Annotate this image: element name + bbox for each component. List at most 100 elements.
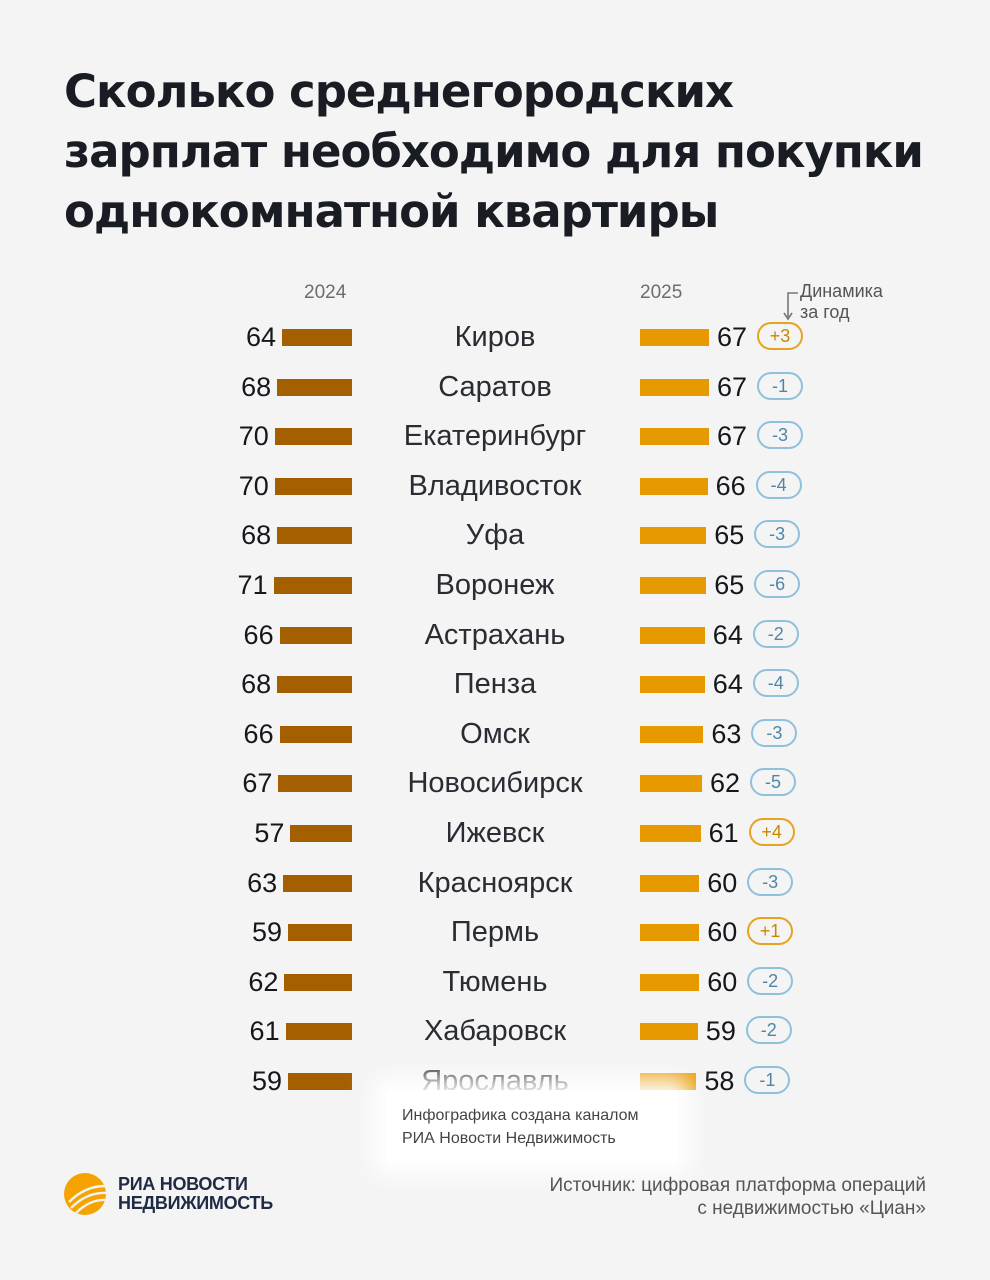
bar-2024 [278,775,352,793]
dynamics-label-line-2: за год [800,302,850,322]
bar-2025 [640,428,709,446]
value-2024: 68 [241,371,272,402]
bar-2024 [284,973,352,991]
table-row: 57 Ижевск 61 +4 [0,813,990,853]
value-2025: 65 [714,520,745,551]
value-2025: 63 [711,718,742,749]
dynamics-badge: -6 [754,570,801,598]
bar-2024 [283,874,352,892]
credit-line-2: РИА Новости Недвижимость [402,1130,616,1147]
value-2025: 61 [708,818,739,848]
value-2024: 64 [245,322,276,352]
bar-2024 [273,577,352,594]
city-label: Пермь [450,916,540,949]
title-line-1: Сколько среднегородских [64,65,734,118]
table-row: 68 Саратов 67 -1 [0,367,990,407]
dynamics-badge: -2 [752,619,799,648]
source-note: Источник: цифровая платформа операций с … [549,1174,926,1220]
source-line-2: с недвижимостью «Циан» [697,1198,926,1219]
table-row: 63 Красноярск 60 -3 [0,863,990,903]
dynamics-badge: -1 [757,371,803,400]
logo-line-1: РИА НОВОСТИ [118,1174,248,1194]
value-2025: 60 [707,917,738,948]
credit-line-1: Инфографика создана каналом [402,1107,639,1124]
bar-2025 [640,825,701,842]
table-row: 68 Уфа 65 -3 [0,515,990,555]
bar-2025 [640,676,705,694]
bar-2024 [277,527,352,545]
value-2024: 59 [251,917,282,948]
title-line-3: однокомнатной квартиры [64,185,719,238]
dynamics-badge: -2 [745,1016,792,1045]
city-label: Пенза [453,668,537,701]
city-label: Ижевск [445,817,545,849]
bar-2025 [640,874,700,892]
city-label: Хабаровск [423,1015,567,1048]
value-2024: 68 [241,669,272,700]
bar-2025 [640,527,707,545]
ria-logo-icon [64,1173,107,1215]
dynamics-badge: +1 [747,917,794,946]
year-2024-label: 2024 [304,282,347,303]
value-2025: 67 [717,322,748,352]
value-2024: 59 [251,1066,282,1096]
bar-2024 [279,626,352,644]
dynamics-badge: -3 [751,718,798,747]
year-2025-label: 2025 [640,282,683,303]
value-2024: 71 [237,570,268,600]
bar-2025 [640,973,700,991]
bar-2024 [277,378,352,396]
bar-2024 [288,924,352,942]
table-row: 71 Воронеж 65 -6 [0,565,990,605]
dynamics-badge: -3 [747,867,794,896]
value-2025: 64 [712,669,743,700]
bar-2025 [640,725,704,743]
value-2025: 67 [717,371,748,402]
value-2025: 64 [712,619,743,650]
table-row: 70 Владивосток 66 -4 [0,466,990,506]
city-label: Новосибирск [407,767,583,800]
value-2025: 60 [707,966,738,997]
value-2024: 66 [243,619,274,650]
city-label: Астрахань [424,618,566,651]
value-2024: 67 [242,768,273,799]
bar-2025 [640,1023,698,1041]
bar-2024 [288,1073,352,1090]
dynamics-arrow-icon [783,292,798,321]
bar-2024 [285,1023,352,1041]
value-2025: 65 [714,570,745,600]
city-label: Уфа [465,519,525,552]
city-label: Красноярск [417,866,573,899]
value-2024: 70 [238,421,269,452]
table-row: 70 Екатеринбург 67 -3 [0,416,990,456]
dynamics-badge: -4 [755,470,802,499]
value-2025: 62 [710,768,741,799]
bar-2024 [277,676,352,694]
value-2024: 63 [247,867,278,898]
table-row: 62 Тюмень 60 -2 [0,962,990,1002]
city-label: Екатеринбург [403,420,587,453]
city-label: Омск [460,717,530,750]
page-title: Сколько среднегородских зарплат необходи… [64,62,944,242]
table-row: 66 Астрахань 64 -2 [0,615,990,655]
value-2024: 57 [254,818,285,848]
bar-2025 [640,924,700,942]
bar-2025 [640,626,705,644]
dynamics-badge: -2 [747,966,794,995]
bar-2025 [640,477,708,495]
dynamics-badge: -4 [752,669,799,698]
bar-2025 [640,1073,697,1090]
value-2025: 58 [704,1066,735,1096]
value-2024: 68 [241,520,272,551]
ria-logo-text: РИА НОВОСТИ НЕДВИЖИМОСТЬ [118,1175,273,1213]
logo-line-2: НЕДВИЖИМОСТЬ [118,1193,273,1213]
bar-2025 [640,577,707,594]
dynamics-label-line-1: Динамика [800,281,883,301]
table-row: 67 Новосибирск 62 -5 [0,763,990,803]
value-2024: 70 [238,470,269,501]
value-2025: 66 [715,470,746,501]
value-2025: 60 [707,867,738,898]
table-row: 59 Пермь 60 +1 [0,912,990,952]
table-row: 68 Пенза 64 -4 [0,664,990,704]
